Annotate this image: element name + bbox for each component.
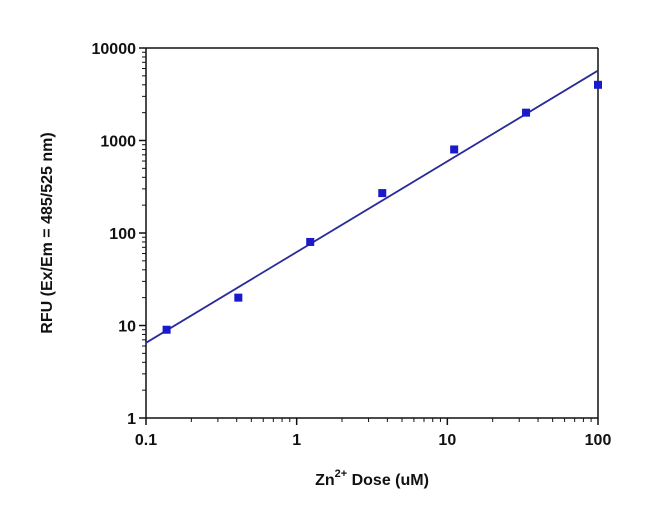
data-point	[306, 237, 315, 246]
data-point	[162, 325, 171, 334]
data-points	[162, 80, 602, 334]
data-point	[378, 189, 387, 198]
fit-line-group	[145, 69, 599, 344]
data-point	[450, 145, 459, 154]
data-point	[522, 108, 531, 117]
x-axis-title-base: Zn	[315, 472, 335, 489]
y-tick-label: 1000	[100, 134, 136, 151]
x-axis-title-superscript: 2+	[335, 468, 348, 480]
y-tick-label: 1	[127, 411, 136, 428]
x-tick-label: 100	[585, 432, 612, 449]
axes	[145, 47, 599, 419]
x-axis-title-rest: Dose (uM)	[347, 472, 429, 489]
x-tick-label: 10	[438, 432, 456, 449]
x-tick-label: 0.1	[135, 432, 157, 449]
data-point	[234, 293, 243, 302]
y-tick-label: 10	[118, 319, 136, 336]
ticks: 0.1 1 10 100 1 10 100 1000 10000	[92, 41, 612, 449]
fit-line	[145, 69, 599, 344]
data-point	[594, 80, 602, 89]
x-axis-title: Zn2+ Dose (uM)	[315, 468, 429, 489]
y-tick-label: 100	[109, 226, 136, 243]
y-axis-title: RFU (Ex/Em = 485/525 nm)	[39, 132, 56, 333]
y-tick-label: 10000	[92, 41, 137, 58]
x-tick-label: 1	[292, 432, 301, 449]
